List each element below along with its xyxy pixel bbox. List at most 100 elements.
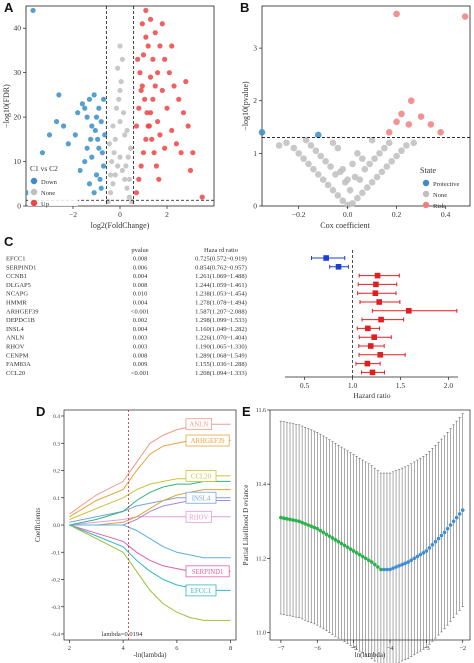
panel-b-point-none-15 [383, 163, 391, 170]
panel-c-gene-4: NCAPG [6, 291, 28, 298]
panel-b-point-none-42 [344, 176, 351, 183]
panel-e-deviance-point-55 [445, 526, 450, 531]
panel-a-point-none-27 [117, 43, 123, 49]
panel-a-point-up-38 [164, 105, 170, 111]
panel-c-hr-text-3: 1.244(1.059~1.461) [195, 282, 247, 289]
panel-a-xtick-0: −2 [69, 210, 77, 219]
panel-b-point-none-33 [322, 157, 329, 165]
panel-b-point-none-19 [393, 152, 400, 160]
panel-d-xtick-0: 2 [68, 645, 71, 652]
panel-c-hr-marker-5 [376, 299, 382, 305]
panel-a-point-up-14 [144, 110, 150, 116]
panel-e-deviance-point-6 [297, 519, 301, 524]
panel-a-point-none-23 [116, 96, 122, 102]
panel-b-ytick-1: 1 [253, 149, 257, 158]
panel-c-forest: pvalue Haza rd ratio EFCC1 0.008 0.725(0.5… [6, 247, 458, 400]
panel-b-point-none-20 [295, 150, 303, 157]
panel-b-point-none-51 [275, 142, 283, 149]
panel-a-point-none-4 [115, 163, 121, 169]
panel-e-deviance-point-39 [397, 564, 401, 568]
panel-b-xtick-3: 0.4 [441, 210, 451, 219]
panel-a-legend-down-swatch [30, 177, 38, 185]
panel-label-b: B [240, 0, 249, 15]
panel-c-hr-text-4: 1.238(1.053~1.454) [195, 291, 247, 298]
panel-e-deviance-point-41 [403, 561, 407, 566]
panel-e-deviance-point-35 [385, 567, 389, 572]
panel-a-point-none-21 [122, 132, 128, 138]
panel-b-point-none-1 [349, 200, 356, 207]
panel-d-gene-box-5 [185, 565, 230, 578]
panel-b-legend-protective: Protective [433, 181, 459, 188]
panel-e-xtick-5: −2 [459, 645, 466, 652]
panel-a-point-up-17 [151, 150, 157, 156]
panel-b-point-protective-1 [314, 131, 322, 139]
panel-d-gene-box-3 [185, 491, 217, 504]
panel-a-point-down-17 [77, 167, 83, 174]
panel-d-ytick-6: 0.2 [53, 469, 60, 475]
panel-b-point-none-41 [302, 136, 310, 144]
panel-a-point-up-19 [156, 176, 162, 182]
panel-b-point-none-7 [363, 184, 371, 191]
panel-b-point-none-35 [317, 152, 325, 160]
panel-c-pvalue-1: 0.006 [133, 264, 148, 271]
panel-a-point-down-14 [96, 105, 102, 111]
panel-e-deviance-point-13 [318, 528, 323, 533]
panel-e-deviance-point-49 [427, 546, 432, 550]
panel-b-point-risk-2 [398, 110, 405, 118]
panel-c-hr-text-2: 1.261(1.069~1.488) [195, 273, 247, 280]
panel-e-deviance-point-53 [439, 533, 444, 538]
panel-a-point-up-27 [143, 7, 149, 14]
panel-c-xtick-2: 1.5 [396, 381, 406, 390]
panel-a-point-up-10 [135, 56, 141, 62]
panel-a-point-none-12 [110, 123, 116, 129]
panel-b-point-none-18 [300, 155, 307, 162]
panel-a-point-up-51 [159, 21, 165, 27]
panel-a-point-down-9 [84, 114, 90, 120]
panel-c-pvalue-0: 0.008 [133, 256, 148, 263]
panel-e-deviance-point-50 [430, 542, 435, 547]
panel-a-point-none-29 [123, 163, 129, 169]
panel-d-gene-box-4 [185, 510, 213, 523]
panel-b-point-none-32 [366, 160, 373, 168]
panel-a-point-up-20 [133, 123, 140, 129]
panel-a-point-up-1 [136, 176, 142, 182]
panel-c-pvalue-7: 0.002 [133, 317, 148, 324]
panel-a-point-down-31 [92, 127, 98, 134]
panel-a-point-up-50 [169, 43, 175, 49]
panel-e-deviance-point-47 [421, 551, 426, 555]
panel-c-gene-1: SERPIND1 [6, 264, 36, 271]
panel-c-hr-text-9: 1.226(1.070~1.404) [195, 335, 247, 342]
panel-a-point-up-12 [139, 83, 145, 89]
panel-a-point-up-26 [139, 21, 145, 27]
panel-d-lambda-annotation: lambda=0.0194 [102, 631, 143, 638]
panel-b-point-none-14 [310, 165, 317, 173]
panel-a-point-up-42 [157, 132, 163, 138]
panel-b-point-none-38 [381, 144, 388, 152]
panel-a-point-none-20 [112, 136, 118, 142]
panel-d-ytick-0: -0.4 [51, 632, 60, 638]
panel-a-point-up-8 [152, 83, 158, 89]
panel-a-point-down-11 [89, 123, 95, 129]
panel-d-gene-label-0: ANLN [189, 422, 208, 429]
panel-e-xtick-4: −3 [423, 645, 430, 652]
panel-e-deviance-point-58 [454, 515, 459, 520]
panel-a-point-down-22 [96, 145, 102, 151]
panel-a-point-down-32 [97, 176, 103, 182]
panel-d-xlabel: -ln(lambda) [133, 651, 167, 659]
panel-b-point-none-8 [324, 181, 332, 189]
panel-e-deviance-point-37 [391, 566, 395, 571]
panel-e-deviance-point-29 [366, 558, 371, 563]
panel-d-path-11 [69, 524, 231, 559]
panel-c-hr-text-0: 0.725(0.572~0.919) [195, 256, 247, 263]
panel-d-gene-box-1 [185, 434, 230, 447]
panel-a-legend-down: Down [41, 179, 58, 186]
panel-e-deviance-point-28 [363, 556, 368, 561]
panel-a-point-none-15 [120, 110, 127, 116]
panel-c-hr-text-8: 1.160(1.049~1.282) [195, 326, 247, 333]
panel-c-pvalue-8: 0.004 [133, 326, 148, 333]
panel-a-point-none-17 [127, 145, 134, 151]
panel-d-path-5 [69, 524, 231, 572]
panel-d-gene-label-2: CCL20 [191, 473, 212, 480]
panel-a-point-none-11 [106, 141, 113, 147]
panel-e-deviance-point-32 [376, 565, 380, 569]
